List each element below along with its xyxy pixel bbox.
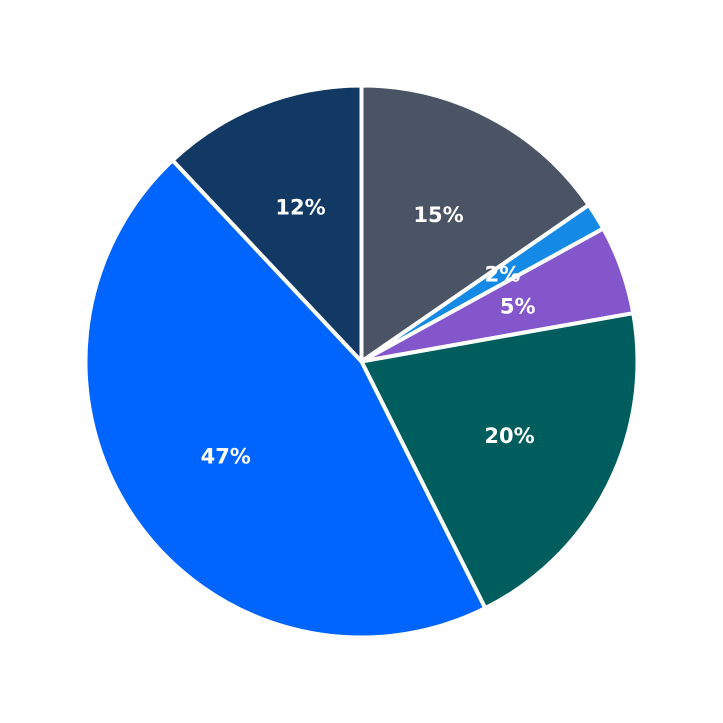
slice-label-5: 12% xyxy=(275,196,325,220)
slice-label-1: 2% xyxy=(485,263,521,287)
slice-label-3: 20% xyxy=(484,424,534,448)
pie-slice-5 xyxy=(170,83,364,364)
pie-labels: 15% 2% 5% 20% 47% 12% xyxy=(201,196,536,469)
slice-label-0: 15% xyxy=(413,203,463,227)
pie-slices xyxy=(83,83,640,640)
slice-label-4: 47% xyxy=(201,444,251,468)
pie-slice-0 xyxy=(359,83,591,364)
slice-label-2: 5% xyxy=(500,294,536,318)
pie-slice-4 xyxy=(83,158,488,640)
pie-slice-3 xyxy=(359,311,640,611)
